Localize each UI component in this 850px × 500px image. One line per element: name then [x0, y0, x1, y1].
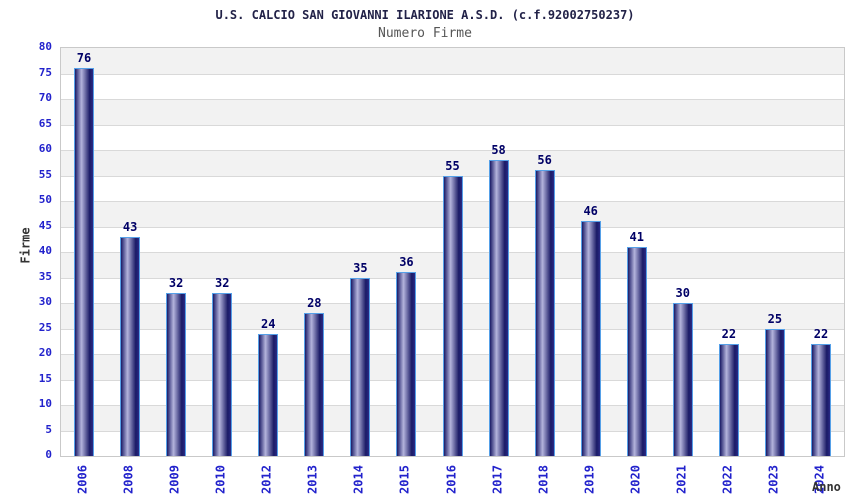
- bar-2008: [120, 236, 141, 456]
- bar-value-label: 32: [214, 275, 230, 290]
- x-tick-2008: 2008: [121, 465, 136, 494]
- bar-value-label: 46: [583, 204, 598, 219]
- y-tick-50: 50: [38, 193, 52, 206]
- x-tick-2012: 2012: [259, 465, 274, 494]
- bar-2010: [212, 292, 233, 456]
- bar-2019: [580, 221, 601, 456]
- x-tick-2009: 2009: [167, 465, 182, 494]
- bar-2016: [442, 175, 463, 456]
- bar-value-label: 22: [813, 326, 829, 341]
- y-tick-0: 0: [45, 448, 52, 461]
- bar-2022: [718, 343, 739, 456]
- y-tick-75: 75: [38, 65, 52, 79]
- bar-2018: [534, 170, 555, 456]
- y-tick-5: 5: [45, 422, 52, 436]
- chart-title: U.S. CALCIO SAN GIOVANNI ILARIONE A.S.D.…: [215, 8, 635, 22]
- y-tick-60: 60: [38, 142, 52, 155]
- gridline: [61, 124, 844, 126]
- bar-value-label: 41: [629, 229, 644, 244]
- bar-2023: [764, 328, 785, 456]
- bar-value-label: 22: [721, 326, 737, 341]
- bar-2013: [304, 313, 325, 456]
- x-tick-2020: 2020: [628, 465, 643, 494]
- bar-value-label: 32: [168, 275, 184, 290]
- bar-2006: [74, 68, 95, 456]
- y-tick-40: 40: [38, 244, 52, 257]
- bar-2024: [810, 343, 831, 456]
- y-tick-45: 45: [38, 218, 52, 232]
- bar-value-label: 30: [675, 286, 690, 300]
- bar-2021: [672, 303, 693, 456]
- bar-2012: [258, 333, 279, 456]
- gridline: [61, 73, 844, 75]
- x-tick-2016: 2016: [444, 465, 458, 494]
- y-tick-10: 10: [38, 397, 52, 410]
- x-tick-2021: 2021: [674, 465, 689, 494]
- bar-value-label: 28: [307, 296, 322, 311]
- y-tick-65: 65: [38, 116, 52, 130]
- x-tick-2019: 2019: [582, 465, 597, 494]
- bar-value-label: 35: [353, 260, 368, 275]
- bar-value-label: 76: [76, 51, 92, 66]
- y-tick-20: 20: [38, 346, 52, 359]
- x-tick-2023: 2023: [766, 465, 781, 494]
- plot-band: [61, 150, 844, 176]
- x-tick-2022: 2022: [720, 465, 735, 494]
- bar-2017: [488, 160, 509, 456]
- plot-band: [61, 124, 844, 150]
- bar-value-label: 24: [261, 316, 276, 331]
- x-tick-2013: 2013: [305, 465, 320, 494]
- x-tick-2010: 2010: [213, 465, 228, 494]
- plot-area: 76 43 32 32 24 28 35 36 55 58 56 46 41 30 22 25 22: [60, 47, 845, 457]
- x-tick-2015: 2015: [397, 465, 412, 494]
- bar-value-label: 55: [445, 158, 460, 173]
- plot-band: [61, 99, 844, 125]
- y-tick-15: 15: [38, 371, 52, 385]
- plot-band: [61, 48, 844, 74]
- x-tick-2006: 2006: [75, 465, 90, 494]
- bar-2020: [626, 246, 647, 456]
- x-tick-2017: 2017: [490, 465, 505, 494]
- y-tick-55: 55: [38, 167, 52, 181]
- x-tick-2018: 2018: [536, 465, 551, 494]
- bar-value-label: 43: [122, 219, 138, 234]
- bar-value-label: 58: [491, 143, 506, 158]
- chart-subtitle: Numero Firme: [378, 26, 472, 41]
- y-tick-80: 80: [38, 40, 52, 53]
- bar-value-label: 56: [537, 153, 552, 168]
- x-tick-2014: 2014: [351, 465, 366, 494]
- bar-2009: [166, 292, 187, 456]
- y-tick-70: 70: [38, 91, 52, 104]
- y-tick-25: 25: [38, 320, 52, 334]
- gridline: [61, 99, 844, 100]
- gridline: [61, 150, 844, 151]
- bar-value-label: 25: [767, 311, 783, 326]
- bar-2014: [350, 277, 371, 456]
- bar-2015: [396, 272, 417, 456]
- plot-band: [61, 73, 844, 99]
- y-tick-30: 30: [38, 295, 52, 308]
- y-tick-35: 35: [38, 269, 52, 283]
- x-axis-title: Anno: [812, 480, 841, 494]
- bar-value-label: 36: [399, 255, 414, 270]
